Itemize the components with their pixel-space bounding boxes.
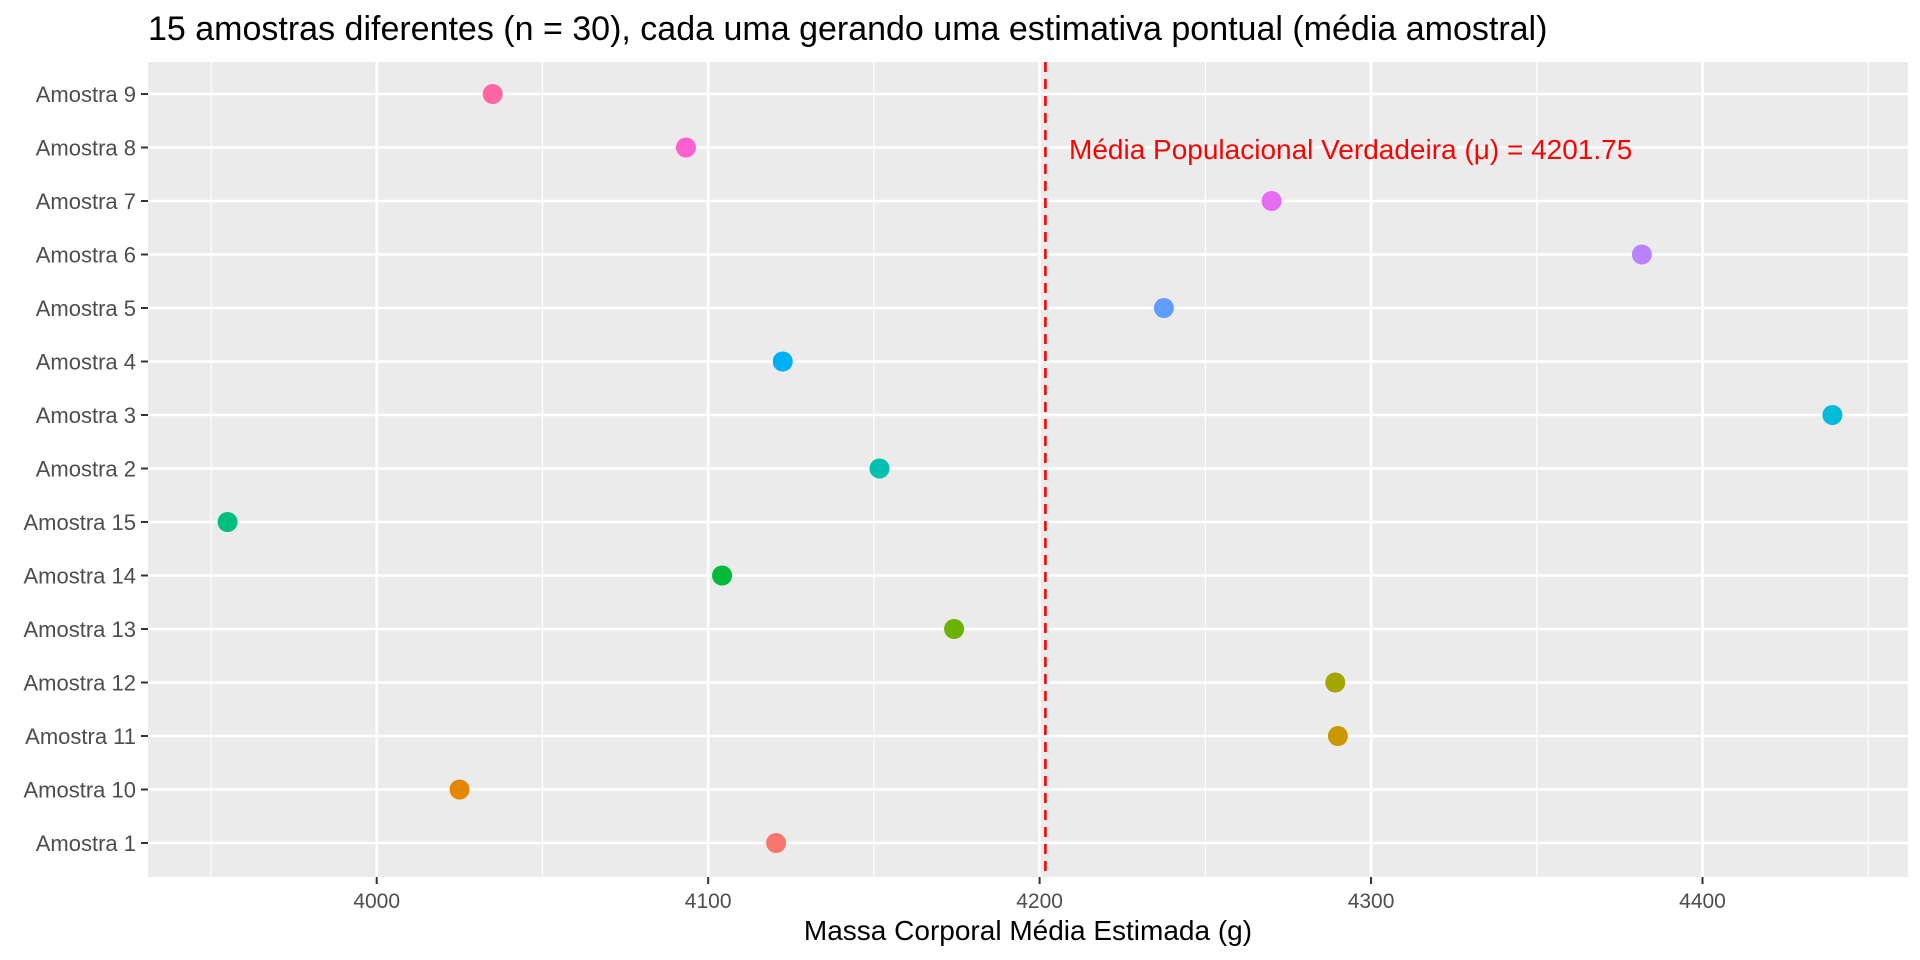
- chart-title: 15 amostras diferentes (n = 30), cada um…: [148, 10, 1547, 48]
- data-point: [217, 512, 238, 532]
- data-point: [772, 351, 793, 372]
- data-point: [1822, 405, 1843, 425]
- x-tick-label: 4200: [1016, 890, 1063, 913]
- data-point: [1631, 244, 1652, 265]
- y-tick-label: Amostra 2: [36, 457, 136, 482]
- y-tick-label: Amostra 14: [24, 564, 137, 589]
- x-tick-label: 4100: [685, 890, 732, 913]
- y-tick-label: Amostra 15: [24, 510, 137, 535]
- data-point: [675, 137, 696, 158]
- data-point: [1325, 672, 1346, 693]
- y-tick-label: Amostra 4: [36, 350, 136, 375]
- data-point: [1153, 298, 1174, 318]
- data-points: [217, 84, 1843, 853]
- data-point: [944, 619, 965, 639]
- y-axis: Amostra 1 Amostra 10 Amostra 11 Amostra 12 A…: [24, 82, 148, 856]
- x-axis-title: Massa Corporal Média Estimada (g): [804, 915, 1252, 946]
- data-point: [482, 84, 503, 104]
- data-point: [449, 779, 470, 800]
- data-point: [766, 833, 787, 853]
- y-tick-label: Amostra 6: [36, 243, 136, 268]
- data-point: [1261, 191, 1282, 211]
- y-tick-label: Amostra 5: [36, 296, 136, 321]
- y-tick-label: Amostra 11: [25, 724, 136, 749]
- x-tick-label: 4000: [353, 890, 400, 913]
- x-axis: 4000 4100 4200 4300 4400: [353, 877, 1726, 913]
- data-point: [1327, 726, 1348, 746]
- y-tick-label: Amostra 7: [36, 189, 136, 214]
- data-point: [869, 458, 890, 479]
- y-tick-label: Amostra 1: [36, 831, 136, 856]
- y-tick-label: Amostra 10: [24, 778, 137, 803]
- y-tick-label: Amostra 9: [36, 82, 136, 107]
- y-tick-label: Amostra 13: [24, 617, 137, 642]
- x-tick-label: 4300: [1348, 890, 1395, 913]
- data-point: [712, 565, 733, 586]
- y-tick-label: Amostra 3: [36, 403, 136, 428]
- y-tick-label: Amostra 8: [36, 136, 136, 161]
- reference-line-label: Média Populacional Verdadeira (μ) = 4201…: [1069, 134, 1632, 165]
- major-gridlines: [148, 62, 1908, 877]
- x-tick-label: 4400: [1679, 890, 1726, 913]
- y-tick-label: Amostra 12: [24, 671, 137, 696]
